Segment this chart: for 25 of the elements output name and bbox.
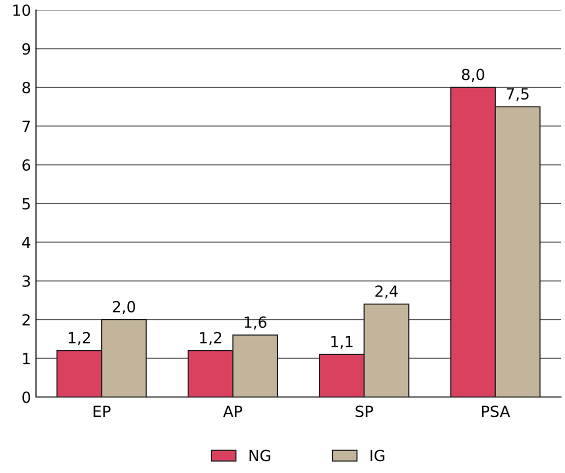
x-tick-label: PSA <box>482 406 510 418</box>
legend-label: NG <box>250 450 270 462</box>
data-label: 1,1 <box>331 336 353 349</box>
data-label: 7,5 <box>506 88 528 102</box>
x-tick-label: AP <box>223 406 242 417</box>
data-label: 2,4 <box>375 285 398 299</box>
legend-label: IG <box>370 450 384 462</box>
y-tick-label: 9 <box>22 43 30 55</box>
y-tick-label: 8 <box>22 82 30 94</box>
y-tick-label: 4 <box>22 236 30 248</box>
y-tick-label: 10 <box>13 4 30 16</box>
y-tick-label: 6 <box>22 159 30 171</box>
y-tick-label: 1 <box>23 352 30 364</box>
y-tick-label: 3 <box>22 275 30 287</box>
x-tick-label: SP <box>356 406 374 418</box>
y-tick-label: 7 <box>22 120 30 132</box>
y-tick-label: 5 <box>22 198 30 210</box>
data-label: 1,6 <box>244 316 266 330</box>
data-label: 1,2 <box>200 332 222 345</box>
data-label: 1,2 <box>68 332 90 345</box>
data-label: 8,0 <box>462 68 484 82</box>
x-tick-label: EP <box>94 406 111 417</box>
data-label: 2,0 <box>112 300 136 314</box>
y-tick-label: 2 <box>22 314 30 326</box>
y-tick-label: 0 <box>22 391 30 404</box>
